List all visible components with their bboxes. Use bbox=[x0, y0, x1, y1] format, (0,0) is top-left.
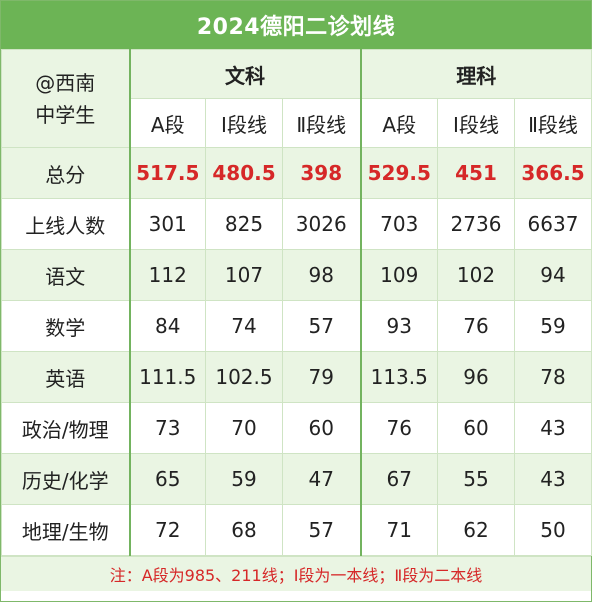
table-cell: 94 bbox=[513, 249, 592, 301]
subheader-cell: A段 bbox=[128, 98, 206, 148]
table-cell: 3026 bbox=[282, 198, 361, 250]
table-cell: 480.5 bbox=[205, 147, 283, 199]
subheader-cell: Ⅰ段线 bbox=[437, 98, 515, 148]
table-cell: 301 bbox=[128, 198, 206, 250]
subheader-cell: A段 bbox=[359, 98, 438, 148]
table-cell: 70 bbox=[205, 402, 283, 454]
row-label: 数学 bbox=[1, 300, 130, 352]
corner-line1: @西南 bbox=[35, 70, 96, 95]
table-cell: 60 bbox=[437, 402, 515, 454]
table-cell: 76 bbox=[437, 300, 515, 352]
table-row: 数学 84 74 57 93 76 59 bbox=[1, 300, 592, 352]
row-label: 政治/物理 bbox=[1, 402, 130, 454]
table-cell: 93 bbox=[359, 300, 438, 352]
table-cell: 112 bbox=[128, 249, 206, 301]
table-cell: 57 bbox=[282, 504, 361, 556]
table-cell: 703 bbox=[359, 198, 438, 250]
table-row: 总分 517.5 480.5 398 529.5 451 366.5 bbox=[1, 147, 592, 199]
table-cell: 55 bbox=[437, 453, 515, 505]
table-row: 英语 111.5 102.5 79 113.5 96 78 bbox=[1, 351, 592, 403]
table-cell: 96 bbox=[437, 351, 515, 403]
group-header-li: 理科 bbox=[359, 49, 592, 99]
table-cell: 47 bbox=[282, 453, 361, 505]
table-row: 地理/生物 72 68 57 71 62 50 bbox=[1, 504, 592, 556]
table-cell: 102 bbox=[437, 249, 515, 301]
table-cell: 825 bbox=[205, 198, 283, 250]
table-cell: 76 bbox=[359, 402, 438, 454]
table-cell: 529.5 bbox=[359, 147, 438, 199]
corner-cell: @西南 中学生 bbox=[1, 49, 130, 148]
table-cell: 74 bbox=[205, 300, 283, 352]
table-cell: 73 bbox=[128, 402, 206, 454]
table-row: 政治/物理 73 70 60 76 60 43 bbox=[1, 402, 592, 454]
table-cell: 78 bbox=[513, 351, 592, 403]
footnote: 注：A段为985、211线；Ⅰ段为一本线；Ⅱ段为二本线 bbox=[1, 556, 591, 591]
table-row: 上线人数 301 825 3026 703 2736 6637 bbox=[1, 198, 592, 250]
row-label: 地理/生物 bbox=[1, 504, 130, 556]
table-cell: 62 bbox=[437, 504, 515, 556]
table-cell: 111.5 bbox=[128, 351, 206, 403]
table-cell: 6637 bbox=[513, 198, 592, 250]
table-cell: 109 bbox=[359, 249, 438, 301]
group-header-wen: 文科 bbox=[128, 49, 361, 99]
table-cell: 107 bbox=[205, 249, 283, 301]
table-cell: 71 bbox=[359, 504, 438, 556]
table-row: 历史/化学 65 59 47 67 55 43 bbox=[1, 453, 592, 505]
table-cell: 43 bbox=[513, 402, 592, 454]
table-cell: 65 bbox=[128, 453, 206, 505]
subheader-cell: Ⅱ段线 bbox=[282, 98, 361, 148]
table-cell: 68 bbox=[205, 504, 283, 556]
row-label: 语文 bbox=[1, 249, 130, 301]
row-label: 总分 bbox=[1, 147, 130, 199]
table-cell: 72 bbox=[128, 504, 206, 556]
table-cell: 398 bbox=[282, 147, 361, 199]
table-cell: 43 bbox=[513, 453, 592, 505]
table-cell: 102.5 bbox=[205, 351, 283, 403]
table-cell: 451 bbox=[437, 147, 515, 199]
table-cell: 57 bbox=[282, 300, 361, 352]
table-cell: 366.5 bbox=[513, 147, 592, 199]
table-cell: 517.5 bbox=[128, 147, 206, 199]
table-row: 语文 112 107 98 109 102 94 bbox=[1, 249, 592, 301]
table-cell: 98 bbox=[282, 249, 361, 301]
table-cell: 67 bbox=[359, 453, 438, 505]
table-cell: 59 bbox=[513, 300, 592, 352]
corner-line2: 中学生 bbox=[35, 102, 96, 127]
page-title: 2024德阳二诊划线 bbox=[1, 1, 591, 49]
row-label: 上线人数 bbox=[1, 198, 130, 250]
table-cell: 50 bbox=[513, 504, 592, 556]
table-cell: 113.5 bbox=[359, 351, 438, 403]
table-cell: 59 bbox=[205, 453, 283, 505]
subheader-cell: Ⅱ段线 bbox=[513, 98, 592, 148]
row-label: 历史/化学 bbox=[1, 453, 130, 505]
row-label: 英语 bbox=[1, 351, 130, 403]
subheader-cell: Ⅰ段线 bbox=[205, 98, 283, 148]
table-cell: 79 bbox=[282, 351, 361, 403]
table-cell: 84 bbox=[128, 300, 206, 352]
table-cell: 2736 bbox=[437, 198, 515, 250]
table-cell: 60 bbox=[282, 402, 361, 454]
score-table: @西南 中学生 文科 理科 A段 Ⅰ段线 Ⅱ段线 A段 Ⅰ段线 Ⅱ段线 总分 5… bbox=[1, 49, 592, 556]
